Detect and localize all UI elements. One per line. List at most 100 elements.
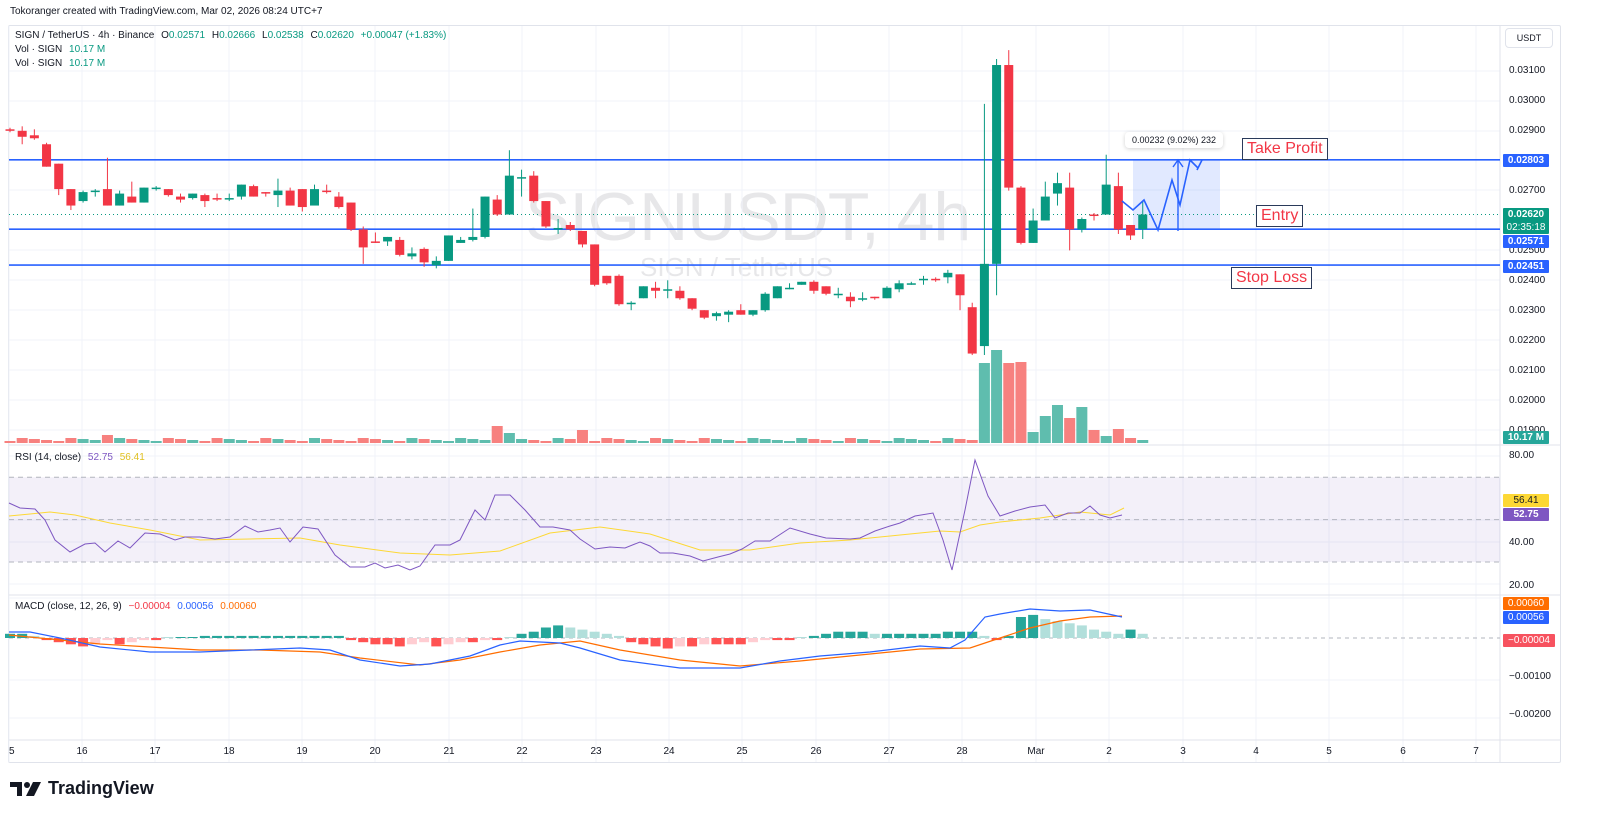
macd-histogram-bar bbox=[516, 633, 527, 638]
volume-bar bbox=[796, 438, 808, 443]
macd-histogram-bar bbox=[528, 631, 539, 638]
volume-bar bbox=[528, 440, 540, 443]
volume-bar bbox=[1125, 438, 1137, 443]
volume-bar bbox=[430, 440, 442, 443]
symbol-label: SIGN / TetherUS · 4h · Binance bbox=[15, 30, 155, 41]
volume-bar bbox=[759, 439, 771, 443]
macd-tag: 0.00056 bbox=[1503, 611, 1549, 624]
candle-body bbox=[979, 263, 989, 347]
time-axis-label: 2 bbox=[1106, 746, 1112, 757]
macd-histogram-bar bbox=[321, 635, 332, 638]
macd-histogram-bar bbox=[199, 635, 210, 638]
volume-bar bbox=[540, 441, 552, 443]
candle-body bbox=[760, 293, 770, 311]
candle-body bbox=[90, 190, 100, 193]
price-axis-label: 0.03100 bbox=[1509, 65, 1546, 76]
volume-bar bbox=[784, 441, 796, 443]
candle-body bbox=[1028, 220, 1038, 243]
time-axis-label: 7 bbox=[1473, 746, 1479, 757]
volume-bar bbox=[284, 440, 296, 443]
macd-histogram-bar bbox=[382, 638, 393, 645]
macd-histogram-bar bbox=[467, 638, 478, 643]
macd-histogram-bar bbox=[1089, 629, 1100, 638]
take-profit-label[interactable]: Take Profit bbox=[1242, 138, 1328, 160]
time-axis-label: 5 bbox=[1326, 746, 1332, 757]
macd-histogram-bar bbox=[394, 638, 405, 647]
candle-body bbox=[42, 144, 52, 167]
volume-bar bbox=[357, 438, 369, 443]
candle-body bbox=[273, 190, 283, 196]
open-value: O0.02571 bbox=[161, 30, 206, 41]
candle-body bbox=[322, 190, 332, 193]
measure-tooltip: 0.00232 (9.02%) 232 bbox=[1125, 132, 1224, 148]
macd-histogram-bar bbox=[431, 638, 442, 647]
candle-body bbox=[894, 283, 904, 290]
volume-bar bbox=[710, 439, 722, 443]
time-axis-label: 22 bbox=[516, 746, 528, 757]
candle-body bbox=[565, 224, 575, 230]
macd-histogram-bar bbox=[419, 638, 430, 643]
volume-bar bbox=[309, 438, 320, 443]
candle-body bbox=[1040, 196, 1050, 221]
volume-bar bbox=[114, 438, 126, 443]
macd-histogram-bar bbox=[175, 637, 186, 638]
volume-bar bbox=[674, 440, 686, 443]
candle-body bbox=[858, 298, 868, 300]
candle-body bbox=[5, 129, 15, 131]
candle-body bbox=[54, 163, 64, 190]
candle-body bbox=[590, 244, 600, 285]
macd-signal-value: 0.00060 bbox=[220, 601, 257, 612]
currency-button[interactable]: USDT bbox=[1505, 28, 1553, 48]
volume-bar bbox=[613, 439, 625, 443]
rsi-ma-line bbox=[8, 507, 1125, 556]
macd-signal-tag: 0.00060 bbox=[1503, 597, 1549, 610]
candle-body bbox=[504, 175, 514, 215]
macd-legend: MACD (close, 12, 26, 9) −0.00004 0.00056… bbox=[15, 601, 256, 612]
volume-bar bbox=[77, 439, 89, 443]
macd-histogram-bar bbox=[151, 638, 162, 641]
macd-histogram-bar bbox=[735, 638, 746, 645]
volume-bar bbox=[199, 441, 211, 443]
rsi-line bbox=[8, 458, 1123, 571]
candle-body bbox=[651, 287, 661, 291]
tradingview-logo[interactable]: TradingView bbox=[10, 778, 154, 799]
candle-body bbox=[517, 177, 527, 179]
volume-bar bbox=[455, 438, 467, 443]
volume-bar bbox=[723, 440, 735, 443]
bar-countdown: 02:35:18 bbox=[1506, 222, 1546, 233]
volume-bar bbox=[467, 439, 479, 443]
entry-label[interactable]: Entry bbox=[1256, 205, 1304, 227]
candle-body bbox=[1113, 186, 1123, 230]
time-axis-label: Mar bbox=[1027, 746, 1045, 757]
macd-histogram-bar bbox=[224, 635, 235, 638]
macd-histogram-bar bbox=[540, 627, 551, 638]
volume-bar bbox=[1100, 436, 1112, 443]
volume-bar bbox=[369, 439, 381, 443]
stop-loss-price-tag: 0.02451 bbox=[1503, 260, 1549, 273]
price-axis-label: 0.02400 bbox=[1509, 275, 1546, 286]
volume-bar bbox=[503, 433, 515, 443]
volume-bar bbox=[820, 440, 832, 443]
rsi-axis-label: 20.00 bbox=[1509, 580, 1535, 591]
price-axis-label: 0.02700 bbox=[1509, 185, 1546, 196]
stop-loss-label[interactable]: Stop Loss bbox=[1231, 267, 1313, 289]
macd-histogram-bar bbox=[601, 633, 612, 638]
macd-histogram-bar bbox=[833, 631, 844, 638]
macd-histogram-bar bbox=[869, 633, 880, 638]
price-axis-label: 0.01900 bbox=[1509, 425, 1545, 436]
candle-body bbox=[882, 287, 892, 299]
volume-bar bbox=[747, 438, 759, 443]
volume-bar bbox=[991, 350, 1003, 443]
time-axis-label: 25 bbox=[736, 746, 748, 757]
time-axis-label: 5 bbox=[9, 746, 15, 757]
macd-histogram-bar bbox=[236, 635, 247, 638]
macd-histogram-bar bbox=[272, 635, 283, 638]
macd-hist-tag: −0.00004 bbox=[1503, 634, 1555, 647]
candle-body bbox=[224, 198, 234, 200]
current-price-tag: 0.02620 02:35:18 bbox=[1503, 208, 1549, 234]
volume-bar bbox=[150, 441, 162, 443]
macd-histogram-bar bbox=[333, 635, 344, 638]
symbol-watermark-sub: SIGN / TetherUS bbox=[640, 252, 834, 282]
time-axis-label: 24 bbox=[663, 746, 675, 757]
